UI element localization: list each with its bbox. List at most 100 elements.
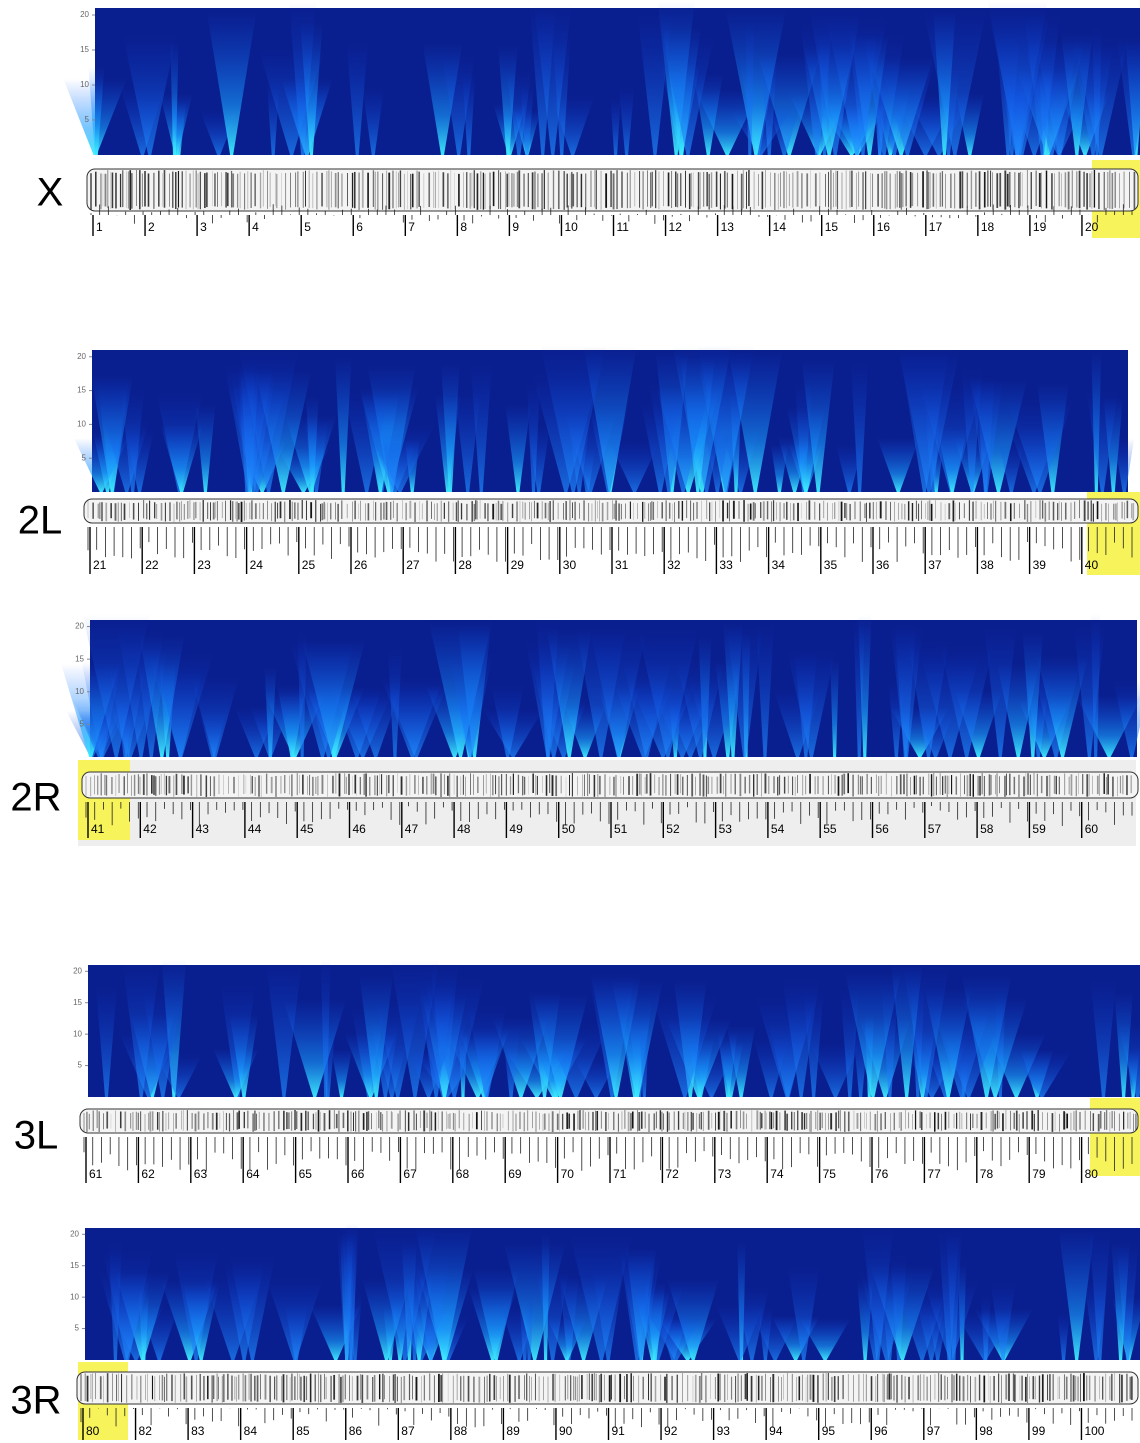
cone	[858, 615, 872, 757]
division-label: 42	[143, 822, 157, 836]
cone	[894, 623, 917, 757]
cone	[915, 709, 956, 757]
cone	[527, 424, 551, 492]
cone	[787, 1266, 820, 1360]
cone	[282, 999, 347, 1097]
cone	[1090, 980, 1117, 1097]
cone	[694, 89, 760, 155]
cone	[157, 668, 204, 757]
cone	[705, 433, 729, 492]
division-label: 71	[613, 1167, 627, 1181]
spectrogram-cones	[61, 613, 1140, 757]
cone	[118, 1030, 180, 1097]
division-label: 36	[876, 558, 890, 572]
y-tick-label: 10	[77, 419, 86, 428]
arm-label: 3R	[10, 1379, 61, 1423]
cone	[536, 1050, 577, 1097]
cone	[589, 630, 647, 757]
y-tick-label: 15	[75, 654, 84, 663]
cone	[498, 45, 518, 156]
y-tick-label: 5	[75, 1324, 80, 1333]
cone	[207, 12, 257, 156]
panel: 5 10 15 20 61 62 63 64 65 66 67 68 69 70 71 72 73 74 75 76 7…	[14, 959, 1140, 1183]
chromosome	[86, 168, 1139, 212]
division-label: 39	[1033, 558, 1047, 572]
y-tick-label: 10	[80, 80, 89, 89]
cone	[362, 87, 384, 155]
cone	[1036, 655, 1089, 757]
chromosome	[83, 498, 1139, 524]
cone	[103, 1251, 153, 1360]
division-label: 21	[93, 558, 107, 572]
division-label: 90	[559, 1424, 573, 1438]
cone	[503, 1243, 566, 1360]
division-label: 60	[1085, 822, 1099, 836]
cone	[171, 101, 187, 155]
y-tick-label: 10	[70, 1292, 79, 1301]
cone	[652, 996, 718, 1097]
division-label: 84	[244, 1424, 258, 1438]
cone	[381, 431, 403, 492]
cone	[520, 85, 534, 155]
cone	[547, 630, 592, 757]
cone	[1111, 1242, 1130, 1360]
cone	[609, 441, 660, 492]
cone	[610, 98, 621, 155]
cone	[800, 23, 833, 156]
division-label: 16	[877, 220, 891, 234]
cone	[362, 1278, 411, 1360]
y-tick-label: 5	[85, 115, 90, 124]
division-label: 64	[246, 1167, 260, 1181]
spectrogram-cones	[63, 1, 1140, 156]
division-label: 82	[139, 1424, 153, 1438]
division-label: 35	[824, 558, 838, 572]
chromosome	[79, 1108, 1139, 1134]
division-label: 99	[1032, 1424, 1046, 1438]
division-label: 23	[197, 558, 211, 572]
division-label: 17	[929, 220, 943, 234]
division-label: 14	[773, 220, 787, 234]
division-label: 58	[980, 822, 994, 836]
cone	[899, 350, 950, 492]
division-label: 30	[563, 558, 577, 572]
division-label: 94	[769, 1424, 783, 1438]
division-label: 33	[719, 558, 733, 572]
cone	[344, 1033, 397, 1097]
cone	[558, 1271, 580, 1360]
cone	[590, 974, 642, 1097]
division-label: 70	[561, 1167, 575, 1181]
cone	[331, 1049, 352, 1097]
division-label: 3	[200, 220, 207, 234]
cone	[335, 358, 352, 492]
division-label: 68	[456, 1167, 470, 1181]
division-label: 46	[353, 822, 367, 836]
panel: 5 10 15 20 80 82 83 84 85 86 87 88 89 90 91 92 93 94 95 96 9…	[10, 1222, 1140, 1440]
division-label: 74	[770, 1167, 784, 1181]
cone	[933, 11, 956, 156]
cone	[725, 9, 787, 156]
cone	[936, 427, 968, 492]
spectrogram-cones	[73, 345, 1135, 492]
band-map: 80 82 83 84 85 86 87 88 89 90 91 92 93 94 95 96 97 98 99 10…	[76, 1371, 1139, 1440]
cone	[416, 1269, 474, 1360]
division-label: 8	[460, 220, 467, 234]
y-tick-label: 10	[75, 687, 84, 696]
panel: 5 10 15 20 41 42 43 44 45 46 47 48 49 50 51 52 53 54 55 56 5…	[10, 613, 1140, 846]
cone	[860, 1296, 890, 1360]
division-label: 9	[512, 220, 519, 234]
division-label: 93	[717, 1424, 731, 1438]
cone	[534, 5, 572, 155]
cone	[524, 1295, 534, 1360]
cone	[962, 998, 1028, 1097]
cone	[998, 444, 1024, 492]
division-label: 75	[823, 1167, 837, 1181]
division-label: 69	[508, 1167, 522, 1181]
division-label: 44	[248, 822, 262, 836]
cone	[249, 705, 291, 757]
division-label: 37	[928, 558, 942, 572]
cone	[467, 1006, 507, 1097]
cone	[662, 37, 714, 155]
division-label: 62	[141, 1167, 155, 1181]
division-label: 12	[669, 220, 683, 234]
division-label: 54	[771, 822, 785, 836]
